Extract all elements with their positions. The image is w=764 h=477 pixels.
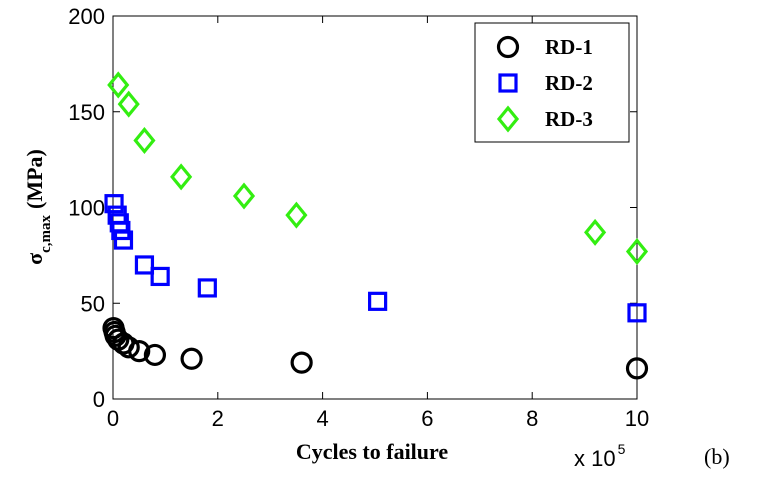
y-tick-label: 200 <box>68 4 105 29</box>
x-axis-multiplier: x 10 5 <box>574 441 626 471</box>
legend-label: RD-3 <box>545 107 593 131</box>
y-tick-label: 100 <box>68 196 105 221</box>
y-axis-label-symbol: σ <box>22 253 47 265</box>
data-point <box>128 340 151 363</box>
y-tick-label: 50 <box>81 291 105 316</box>
x-tick-label: 4 <box>316 406 328 431</box>
data-point <box>104 194 124 214</box>
y-axis-ticks: 0 50 100 150 200 <box>68 4 637 412</box>
panel-label: (b) <box>704 444 730 469</box>
legend-marker <box>498 73 518 93</box>
legend-marker <box>496 105 520 133</box>
y-axis-label-subscript: c,max <box>38 214 54 252</box>
data-point <box>627 303 647 323</box>
legend-marker <box>496 35 520 59</box>
data-point <box>368 291 388 311</box>
data-point <box>107 71 130 99</box>
data-point <box>285 201 308 229</box>
x-axis-multiplier-base: x 10 <box>574 446 616 471</box>
data-point <box>180 347 203 370</box>
data-point <box>143 343 167 367</box>
x-tick-label: 6 <box>421 406 433 431</box>
data-point <box>197 278 217 298</box>
x-tick-label: 10 <box>625 406 649 431</box>
data-point <box>290 351 313 374</box>
data-point <box>625 238 649 266</box>
data-point <box>117 336 140 359</box>
series-rd-1 <box>102 317 649 380</box>
data-point <box>134 255 155 275</box>
y-axis-label: σc,max (MPa) <box>22 149 54 265</box>
data-markers <box>102 71 649 380</box>
series-rd-3 <box>107 71 649 266</box>
data-point <box>584 218 607 246</box>
legend-label: RD-2 <box>545 71 593 95</box>
y-tick-label: 0 <box>93 387 105 412</box>
data-point <box>113 230 134 250</box>
data-point <box>150 266 170 287</box>
data-point <box>170 163 193 191</box>
legend: RD-1 RD-2 RD-3 <box>474 22 630 143</box>
data-point <box>133 126 156 155</box>
x-axis-multiplier-exponent: 5 <box>618 441 626 457</box>
data-point <box>232 182 256 210</box>
series-rd-2 <box>104 194 647 323</box>
x-axis-ticks: 0 2 4 6 8 10 <box>107 16 649 431</box>
x-tick-label: 8 <box>526 406 538 431</box>
y-axis-label-unit: (MPa) <box>22 149 47 209</box>
y-tick-label: 150 <box>68 100 105 125</box>
data-point <box>625 357 649 380</box>
x-axis-label: Cycles to failure <box>296 439 449 464</box>
x-tick-label: 2 <box>212 406 224 431</box>
x-tick-label: 0 <box>107 406 119 431</box>
data-point <box>117 90 140 118</box>
legend-label: RD-1 <box>545 35 593 59</box>
